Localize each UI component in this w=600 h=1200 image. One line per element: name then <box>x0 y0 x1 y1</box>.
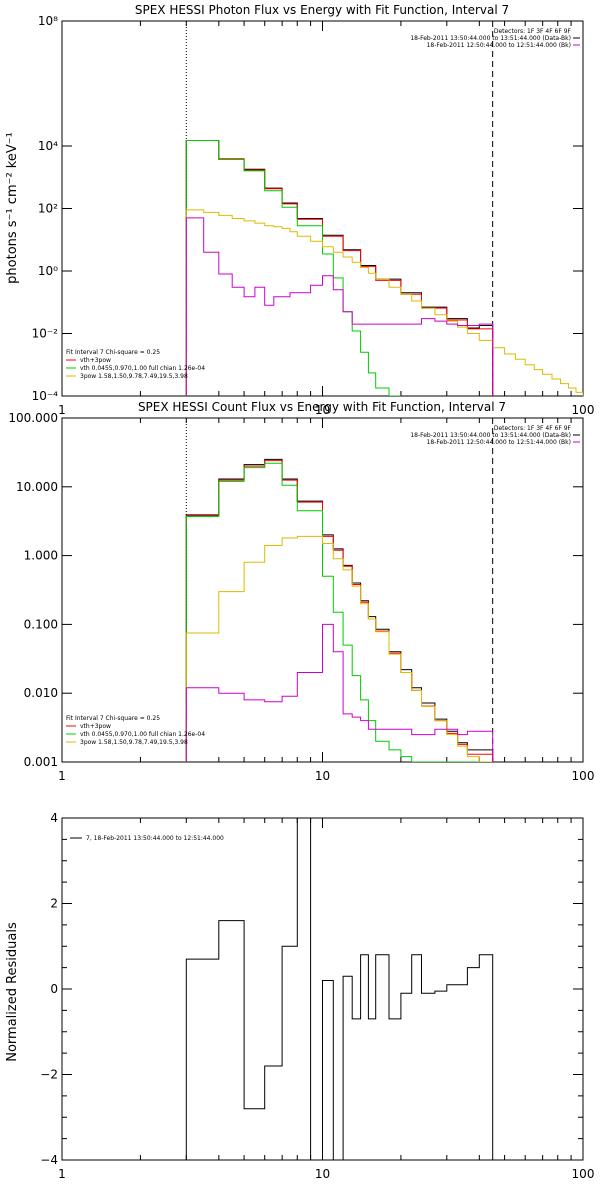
legend-entry: 3pow 1.58,1.50,9.78,7.49,19.5,3.98 <box>80 739 188 746</box>
y-tick-label: 4 <box>50 811 58 825</box>
residuals-panel: Normalized Residuals 1 10 100 −4 −2 0 2 4 7, 18-… <box>5 811 594 1181</box>
x-tick-label: 1 <box>58 1167 66 1181</box>
legend-entry: vth+3pow <box>80 723 111 730</box>
y-tick-label: 0.010 <box>24 686 58 700</box>
x-tick-label: 100 <box>572 403 595 417</box>
legend-entry: 18-Feb-2011 13:50:44.000 to 13:51:44.000… <box>410 432 571 439</box>
y-tick-label: 10⁴ <box>38 139 58 153</box>
legend-entry: 18-Feb-2011 12:50:44.000 to 12:51:44.000… <box>427 42 571 49</box>
y-tick-label: 10⁰ <box>38 264 58 278</box>
x-tick-label: 1 <box>58 403 66 417</box>
legend-entry: 3pow 1.58,1.50,9.78,7.49,19.5,3.98 <box>80 373 188 380</box>
legend-entry: vth+3pow <box>80 357 111 364</box>
x-tick-label: 10 <box>315 1167 330 1181</box>
legend-entry: Detectors: 1F 3F 4F 6F 9F <box>494 425 572 432</box>
y-tick-label: −2 <box>40 1068 58 1082</box>
y-tick-label: 0 <box>50 982 58 996</box>
series-vth-3pow <box>185 140 494 396</box>
legend-entry: 7, 18-Feb-2011 13:50:44.000 to 12:51:44.… <box>86 835 224 842</box>
x-tick-label: 100 <box>572 1167 595 1181</box>
y-tick-label: 2 <box>50 897 58 911</box>
y-tick-label: 10⁻⁴ <box>32 389 59 403</box>
x-tick-label: 10 <box>315 769 330 783</box>
series-7-18-feb-2011-13-50-44-000-to-12-51-44-000 <box>185 818 494 1160</box>
series-bk <box>185 217 494 396</box>
legend-entry: Fit Interval 7 Chi-square = 0.25 <box>66 715 160 722</box>
legend-entry: Detectors: 1F 3F 4F 6F 9F <box>494 28 572 35</box>
y-tick-label: 10⁻² <box>32 327 59 341</box>
y-tick-label: 0.001 <box>24 755 58 769</box>
x-tick-label: 10 <box>315 403 330 417</box>
series-bk <box>185 623 494 762</box>
residuals-ylabel: Normalized Residuals <box>5 922 20 1062</box>
legend-entry: vth 0.0455,0.970,1.00 full chian 1.26e-0… <box>80 731 205 738</box>
series-3pow <box>185 209 583 396</box>
y-tick-label: 100.000 <box>8 411 58 425</box>
legend-entry: Fit Interval 7 Chi-square = 0.25 <box>66 349 160 356</box>
y-tick-label: 0.100 <box>24 617 58 631</box>
y-tick-label: 10² <box>38 202 58 216</box>
photon-flux-title: SPEX HESSI Photon Flux vs Energy with Fi… <box>135 3 509 17</box>
x-tick-label: 100 <box>572 769 595 783</box>
photon-flux-ylabel: photons s⁻¹ cm⁻² keV⁻¹ <box>5 132 20 284</box>
legend-entry: 18-Feb-2011 12:50:44.000 to 12:51:44.000… <box>427 439 571 446</box>
photon-flux-panel: SPEX HESSI Photon Flux vs Energy with Fi… <box>5 3 594 417</box>
y-tick-label: 10.000 <box>16 480 58 494</box>
legend-entry: vth 0.0455,0.970,1.00 full chian 1.26e-0… <box>80 365 205 372</box>
series-vth <box>185 140 401 396</box>
y-tick-label: 10⁸ <box>38 14 58 28</box>
legend-entry: 18-Feb-2011 13:50:44.000 to 13:51:44.000… <box>410 35 571 42</box>
series-vth <box>185 462 480 762</box>
count-flux-title: SPEX HESSI Count Flux vs Energy with Fit… <box>138 400 506 414</box>
series-3pow <box>185 535 493 762</box>
count-flux-panel: SPEX HESSI Count Flux vs Energy with Fit… <box>8 400 594 783</box>
x-tick-label: 1 <box>58 769 66 783</box>
y-tick-label: −4 <box>40 1153 58 1167</box>
y-tick-label: 1.000 <box>24 549 58 563</box>
